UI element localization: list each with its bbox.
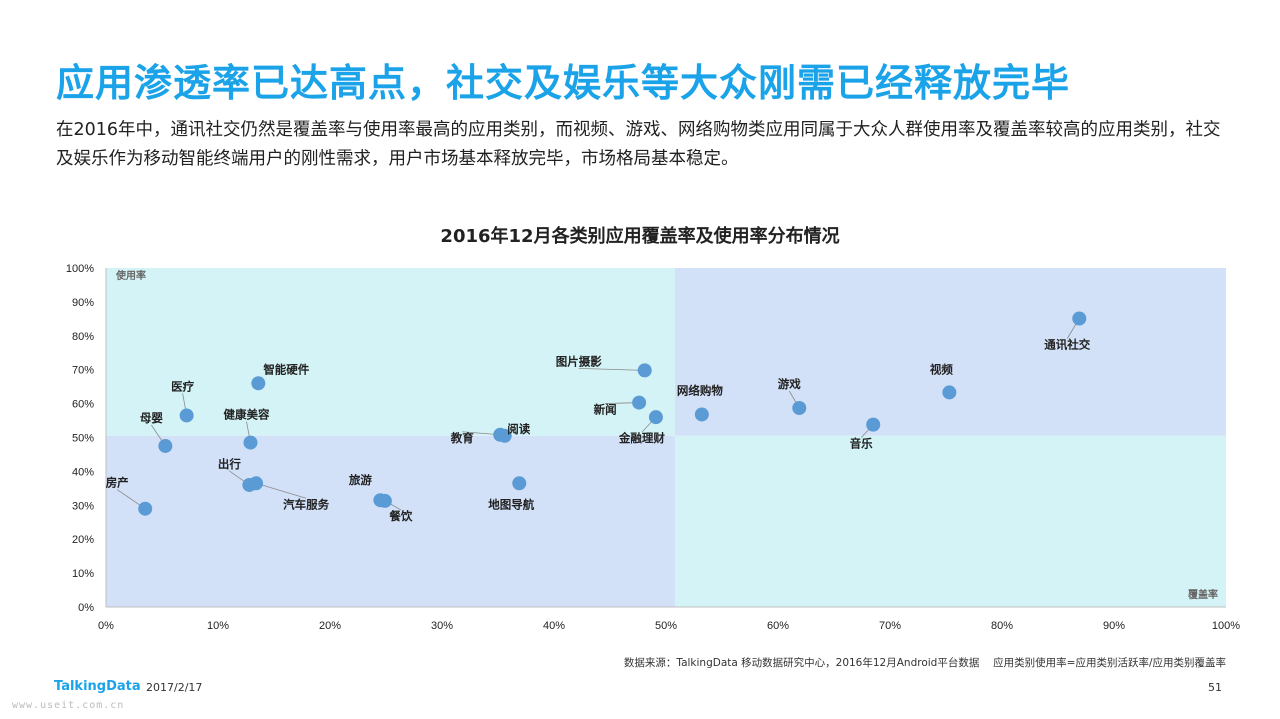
data-label: 旅游	[349, 473, 372, 487]
talkingdata-logo: TalkingData	[54, 679, 141, 694]
x-tick-label: 20%	[319, 620, 341, 632]
y-tick-label: 100%	[66, 263, 94, 275]
y-tick-label: 30%	[72, 500, 94, 512]
data-point	[251, 376, 266, 391]
page-number: 51	[1208, 681, 1222, 694]
data-label: 网络购物	[677, 383, 723, 397]
data-point	[497, 428, 512, 443]
data-point	[158, 438, 173, 453]
data-point	[637, 363, 652, 378]
x-tick-label: 30%	[431, 620, 453, 632]
y-tick-label: 40%	[72, 466, 94, 478]
data-label: 阅读	[507, 422, 530, 436]
page-title: 应用渗透率已达高点，社交及娱乐等大众刚需已经释放完毕	[56, 61, 1071, 105]
data-label: 餐饮	[388, 509, 412, 523]
x-tick-label: 40%	[543, 620, 565, 632]
data-point	[243, 435, 258, 450]
quadrant-top-left	[106, 268, 675, 436]
data-point	[377, 493, 392, 508]
leader-line	[255, 482, 307, 499]
x-tick-label: 80%	[991, 620, 1013, 632]
data-point	[512, 476, 527, 491]
data-label: 医疗	[171, 379, 194, 393]
x-tick-label: 10%	[207, 620, 229, 632]
data-label: 出行	[218, 457, 241, 471]
footer-date: 2017/2/17	[146, 681, 203, 694]
data-label: 游戏	[778, 377, 801, 391]
data-source-note: 数据来源：TalkingData 移动数据研究中心，2016年12月Androi…	[623, 657, 1226, 669]
data-point	[792, 401, 807, 416]
data-label: 通讯社交	[1044, 338, 1090, 352]
x-tick-label: 100%	[1212, 620, 1240, 632]
quadrant-top-right	[674, 268, 1226, 436]
data-point	[179, 408, 194, 423]
chart-title: 2016年12月各类别应用覆盖率及使用率分布情况	[440, 226, 840, 247]
data-label: 地图导航	[488, 497, 534, 511]
quadrant-bottom-left	[106, 435, 675, 607]
x-axis-label: 覆盖率	[1188, 588, 1218, 601]
x-tick-label: 70%	[879, 620, 901, 632]
data-label: 金融理财	[618, 431, 665, 445]
x-tick-label: 60%	[767, 620, 789, 632]
y-tick-label: 60%	[72, 399, 94, 411]
quadrant-bottom-right	[674, 435, 1226, 607]
y-tick-label: 20%	[72, 534, 94, 546]
y-tick-label: 90%	[72, 297, 94, 309]
data-label: 教育	[450, 431, 474, 445]
x-tick-label: 90%	[1103, 620, 1125, 632]
y-tick-label: 80%	[72, 331, 94, 343]
data-label: 音乐	[850, 437, 873, 451]
y-tick-label: 10%	[72, 568, 94, 580]
y-tick-label: 0%	[78, 602, 94, 614]
data-label: 视频	[930, 362, 953, 376]
data-point	[249, 476, 264, 491]
watermark: www.useit.com.cn	[12, 700, 125, 711]
data-point	[694, 407, 709, 422]
x-tick-label: 50%	[655, 620, 677, 632]
data-point	[632, 395, 647, 410]
y-tick-label: 50%	[72, 433, 94, 445]
data-label: 新闻	[594, 403, 617, 417]
leader-line	[578, 367, 645, 371]
data-point	[648, 410, 663, 425]
data-label: 母婴	[140, 411, 163, 425]
data-point	[866, 417, 881, 432]
data-label: 房产	[106, 476, 129, 490]
y-tick-label: 70%	[72, 365, 94, 377]
data-label: 健康美容	[223, 408, 269, 422]
y-axis-label: 使用率	[115, 269, 146, 282]
data-point	[1072, 311, 1087, 326]
data-label: 图片摄影	[556, 354, 602, 368]
data-point	[138, 501, 153, 516]
x-tick-label: 0%	[98, 620, 114, 632]
data-point	[942, 385, 957, 400]
data-label: 智能硬件	[263, 362, 309, 376]
data-label: 汽车服务	[283, 497, 329, 511]
page-subtitle: 在2016年中，通讯社交仍然是覆盖率与使用率最高的应用类别，而视频、游戏、网络购…	[56, 120, 1221, 169]
